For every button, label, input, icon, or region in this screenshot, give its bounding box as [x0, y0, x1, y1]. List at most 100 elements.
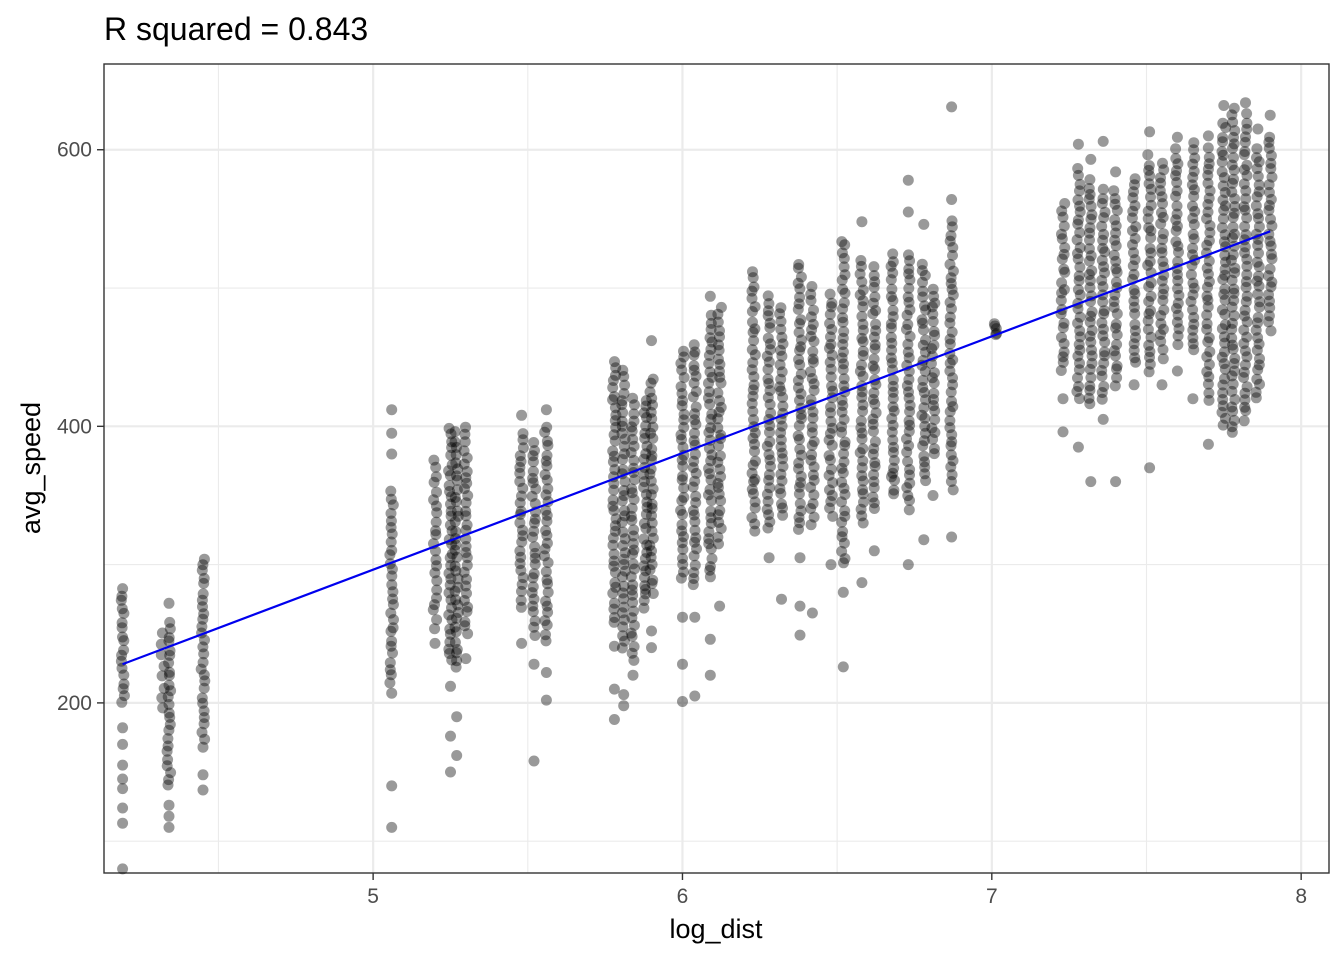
- data-point: [1108, 249, 1120, 261]
- data-point: [836, 394, 848, 406]
- outlier-point: [837, 661, 849, 673]
- data-point: [1241, 331, 1253, 343]
- data-point: [1217, 180, 1229, 192]
- data-point: [542, 557, 554, 569]
- data-point: [827, 385, 839, 397]
- data-point: [763, 449, 775, 460]
- data-point: [928, 290, 940, 302]
- data-point: [1099, 350, 1111, 362]
- data-point: [805, 366, 817, 378]
- data-point: [1265, 157, 1277, 169]
- data-point: [806, 373, 818, 384]
- data-point: [163, 669, 175, 681]
- data-point: [460, 505, 472, 517]
- data-point: [870, 407, 882, 419]
- data-point: [1241, 212, 1253, 224]
- data-point: [639, 433, 651, 444]
- data-point: [854, 365, 866, 377]
- data-point: [774, 483, 786, 495]
- data-point: [792, 277, 804, 289]
- data-point: [1188, 165, 1200, 177]
- data-point: [1056, 277, 1068, 289]
- data-point: [528, 437, 540, 448]
- data-point: [1203, 276, 1215, 288]
- data-point: [1204, 185, 1216, 197]
- data-point: [887, 401, 899, 413]
- data-point: [888, 462, 900, 474]
- data-point: [691, 543, 702, 555]
- data-point: [1155, 218, 1167, 230]
- data-point: [775, 434, 787, 446]
- data-point: [688, 567, 700, 579]
- data-point: [608, 450, 620, 462]
- data-point: [1170, 143, 1182, 155]
- data-point: [427, 604, 439, 616]
- data-point: [1097, 183, 1109, 195]
- data-point: [704, 398, 716, 410]
- data-point: [1144, 256, 1156, 267]
- data-point: [676, 519, 688, 531]
- data-point: [1202, 294, 1214, 306]
- data-point: [444, 623, 456, 635]
- data-point: [1111, 329, 1123, 341]
- data-point: [644, 386, 656, 398]
- x-tick-label: 7: [986, 885, 998, 908]
- data-point: [610, 513, 622, 525]
- data-point: [431, 575, 443, 587]
- data-point: [1241, 117, 1253, 129]
- data-point: [1110, 322, 1122, 334]
- data-point: [1084, 189, 1096, 200]
- data-point: [904, 477, 916, 489]
- data-point: [714, 463, 726, 475]
- data-point: [868, 270, 880, 282]
- data-point: [825, 338, 837, 350]
- data-point: [1059, 242, 1071, 254]
- data-point: [1263, 204, 1275, 216]
- data-point: [539, 543, 551, 555]
- data-point: [749, 323, 761, 335]
- data-point: [1240, 229, 1252, 241]
- data-point: [1188, 184, 1200, 196]
- data-point: [1072, 194, 1084, 206]
- data-point: [619, 476, 631, 488]
- data-point: [1171, 165, 1182, 177]
- data-point: [903, 425, 915, 437]
- data-point: [888, 484, 900, 496]
- data-point: [161, 760, 173, 772]
- data-point: [703, 533, 715, 545]
- data-point: [626, 647, 638, 659]
- data-point: [678, 372, 690, 383]
- data-point: [459, 616, 471, 628]
- data-point: [1216, 146, 1228, 158]
- data-point: [836, 496, 847, 508]
- data-point: [675, 357, 687, 369]
- data-point: [610, 581, 622, 593]
- data-point: [1058, 346, 1070, 358]
- data-point: [163, 657, 175, 669]
- data-point: [794, 443, 806, 455]
- data-point: [944, 422, 956, 434]
- data-point: [540, 525, 552, 537]
- data-point: [687, 462, 699, 474]
- outlier-point: [677, 696, 688, 707]
- data-point: [529, 552, 541, 564]
- data-point: [1263, 142, 1275, 154]
- data-point: [919, 420, 931, 432]
- data-point: [1085, 213, 1097, 225]
- data-point: [1144, 243, 1156, 254]
- data-point: [947, 289, 959, 301]
- data-point: [1187, 289, 1199, 301]
- data-point: [1252, 332, 1264, 344]
- data-point: [1058, 263, 1070, 275]
- data-point: [451, 484, 463, 496]
- data-point: [825, 415, 837, 427]
- data-point: [641, 547, 653, 558]
- data-point: [763, 469, 775, 481]
- data-point: [749, 496, 761, 508]
- data-point: [1110, 255, 1122, 267]
- data-point: [1072, 317, 1084, 329]
- data-point: [1227, 249, 1239, 261]
- data-point: [528, 525, 540, 537]
- data-point: [1097, 323, 1109, 335]
- data-point: [1202, 268, 1214, 280]
